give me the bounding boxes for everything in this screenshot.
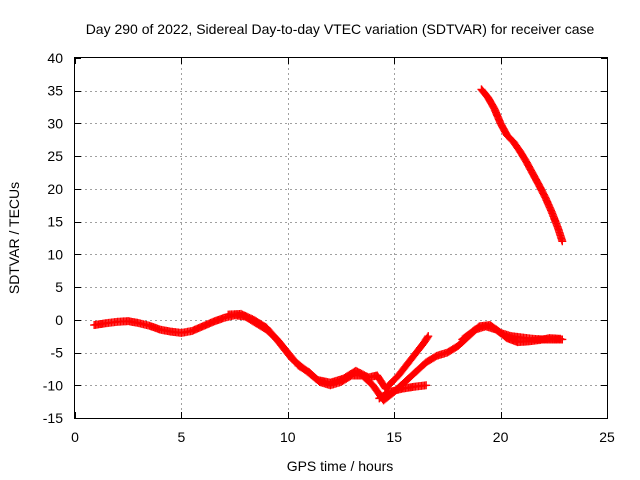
y-tick-label: -5 xyxy=(51,345,64,361)
x-axis-label: GPS time / hours xyxy=(287,458,394,474)
series-secondary-track-b xyxy=(375,381,431,403)
y-tick-label: 25 xyxy=(47,148,63,164)
data-point xyxy=(424,332,433,341)
y-tick-label: 20 xyxy=(47,181,63,197)
x-tick-label: 15 xyxy=(386,429,402,445)
y-tick-label: 5 xyxy=(55,279,63,295)
y-tick-label: 40 xyxy=(47,50,63,66)
y-tick-label: 10 xyxy=(47,246,63,262)
series-secondary-track-a xyxy=(224,309,433,393)
series-secondary-track-c xyxy=(458,322,565,347)
data-point xyxy=(422,381,431,390)
y-tick-label: -10 xyxy=(43,377,63,393)
data-point xyxy=(558,237,567,246)
x-tick-label: 20 xyxy=(493,429,509,445)
y-tick-label: 15 xyxy=(47,214,63,230)
x-tick-label: 0 xyxy=(71,429,79,445)
axis-ticks xyxy=(75,58,608,419)
plot-frame xyxy=(74,57,608,419)
y-tick-label: 0 xyxy=(55,312,63,328)
x-tick-label: 10 xyxy=(280,429,296,445)
series-upper-track xyxy=(477,85,567,246)
tick-labels: 0 5 10 15 20 25 -15 -10 -5 0 5 10 15 20 25 30 35 40 xyxy=(43,50,615,445)
y-tick-label: -15 xyxy=(43,410,63,426)
chart-title: Day 290 of 2022, Sidereal Day-to-day VTE… xyxy=(86,21,595,37)
data-point xyxy=(556,334,565,343)
y-tick-label: 30 xyxy=(47,115,63,131)
x-tick-label: 25 xyxy=(599,429,615,445)
x-tick-label: 5 xyxy=(178,429,186,445)
y-tick-label: 35 xyxy=(47,83,63,99)
data-point xyxy=(423,333,432,342)
data-layer xyxy=(90,85,567,405)
y-axis-label: SDTVAR / TECUs xyxy=(6,182,22,294)
